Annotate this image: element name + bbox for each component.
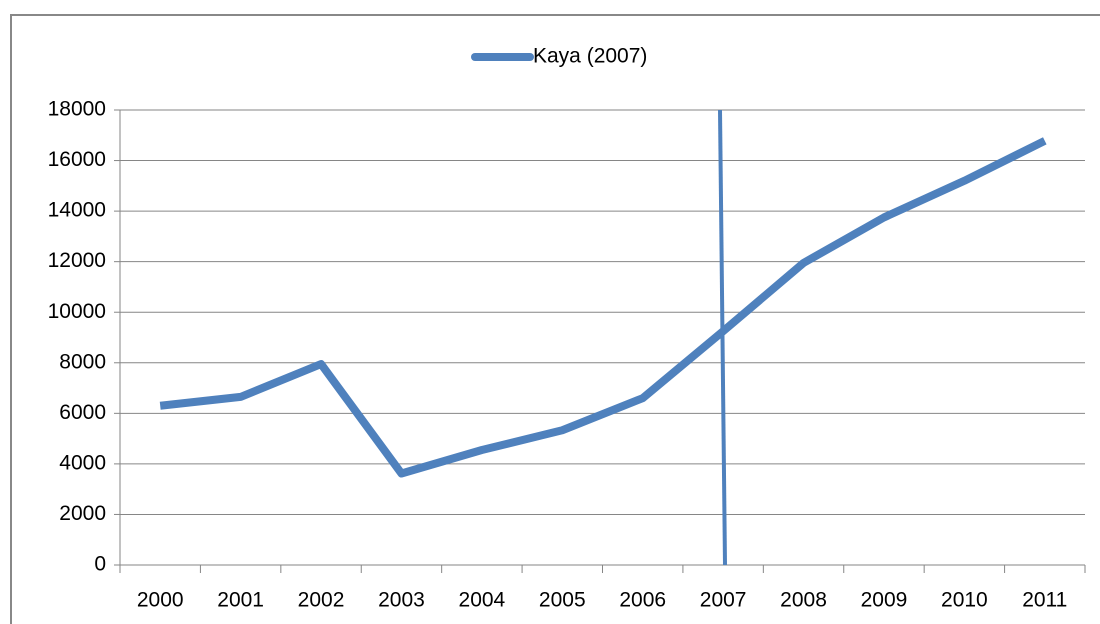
x-tick-label: 2000 bbox=[137, 589, 184, 612]
plot-area: 0 2000 4000 6000 8000 10000 12000 14000 16000 180… bbox=[48, 98, 1086, 612]
data-line bbox=[159, 137, 1047, 478]
x-tick-label: 2004 bbox=[459, 589, 506, 612]
x-tick-label: 2009 bbox=[861, 589, 908, 612]
y-tick-label: 8000 bbox=[59, 350, 106, 373]
x-tick-label: 2003 bbox=[378, 589, 425, 612]
y-tick-label: 16000 bbox=[48, 148, 106, 171]
y-tick-label: 18000 bbox=[48, 98, 106, 121]
x-tick-label: 2008 bbox=[780, 589, 827, 612]
x-tick-label: 2005 bbox=[539, 589, 586, 612]
x-tick-label: 2007 bbox=[700, 589, 747, 612]
y-tick-label: 2000 bbox=[59, 502, 106, 525]
event-marker-line bbox=[718, 109, 727, 566]
chart-frame bbox=[10, 14, 1100, 624]
y-tick-label: 12000 bbox=[48, 249, 106, 272]
legend-label: Kaya (2007) bbox=[533, 45, 647, 68]
y-tick-label: 4000 bbox=[59, 451, 106, 474]
x-tick-label: 2010 bbox=[941, 589, 988, 612]
x-tick-label: 2001 bbox=[217, 589, 264, 612]
y-tick-label: 10000 bbox=[48, 300, 106, 323]
x-tick-label: 2006 bbox=[619, 589, 666, 612]
x-tick-label: 2011 bbox=[1022, 589, 1067, 612]
y-tick-label: 14000 bbox=[48, 199, 106, 222]
x-tick-label: 2002 bbox=[298, 589, 345, 612]
y-tick-label: 6000 bbox=[59, 401, 106, 424]
y-tick-label: 0 bbox=[94, 553, 106, 576]
